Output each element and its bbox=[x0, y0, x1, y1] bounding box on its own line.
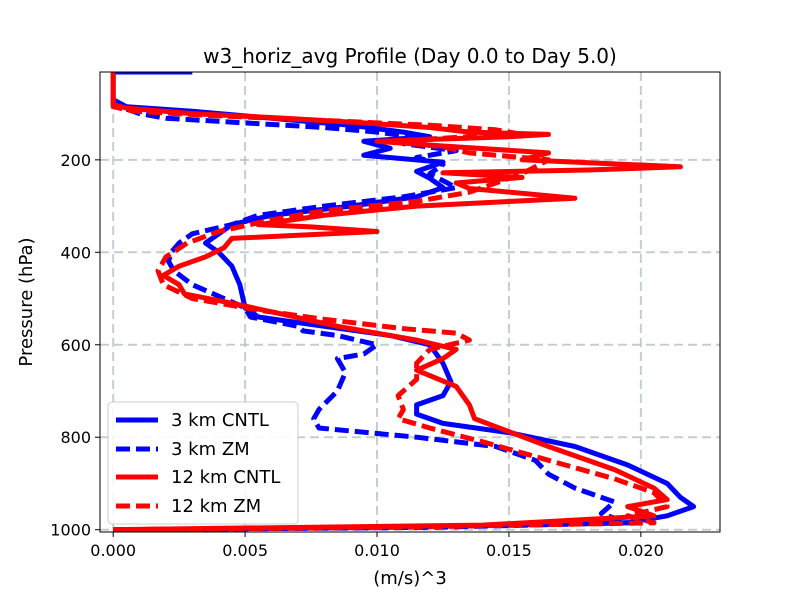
y-tick-label: 200 bbox=[60, 151, 91, 170]
x-tick-label: 0.020 bbox=[618, 541, 664, 560]
y-tick-label: 600 bbox=[60, 336, 91, 355]
series-line-3-km-cntl bbox=[110, 72, 697, 532]
legend: 3 km CNTL 3 km ZM 12 km CNTL 12 km ZM bbox=[107, 401, 299, 525]
y-tick-label: 1000 bbox=[50, 521, 91, 540]
legend-label-12km-cntl: 12 km CNTL bbox=[171, 467, 280, 488]
x-axis-label: (m/s)^3 bbox=[373, 568, 447, 589]
legend-box bbox=[107, 401, 299, 525]
x-tick-label: 0.005 bbox=[222, 541, 268, 560]
legend-label-3km-cntl: 3 km CNTL bbox=[171, 410, 269, 431]
chart-title: w3_horiz_avg Profile (Day 0.0 to Day 5.0… bbox=[203, 44, 617, 68]
y-axis-label: Pressure (hPa) bbox=[16, 237, 37, 366]
x-tick-label: 0.010 bbox=[354, 541, 400, 560]
legend-label-12km-zm: 12 km ZM bbox=[171, 496, 261, 517]
axis-layer: 0.000 0.005 0.010 0.015 0.020 200 400 600 800 100… bbox=[50, 151, 663, 560]
plot-area-frame bbox=[99, 71, 721, 533]
series-line-12-km-cntl bbox=[110, 72, 683, 532]
x-tick-label: 0.000 bbox=[90, 541, 136, 560]
x-tick-label: 0.015 bbox=[486, 541, 532, 560]
legend-label-3km-zm: 3 km ZM bbox=[171, 439, 250, 460]
y-tick-label: 800 bbox=[60, 428, 91, 447]
series-layer bbox=[110, 72, 697, 532]
series-line-12-km-zm bbox=[110, 102, 670, 532]
y-tick-label: 400 bbox=[60, 243, 91, 262]
